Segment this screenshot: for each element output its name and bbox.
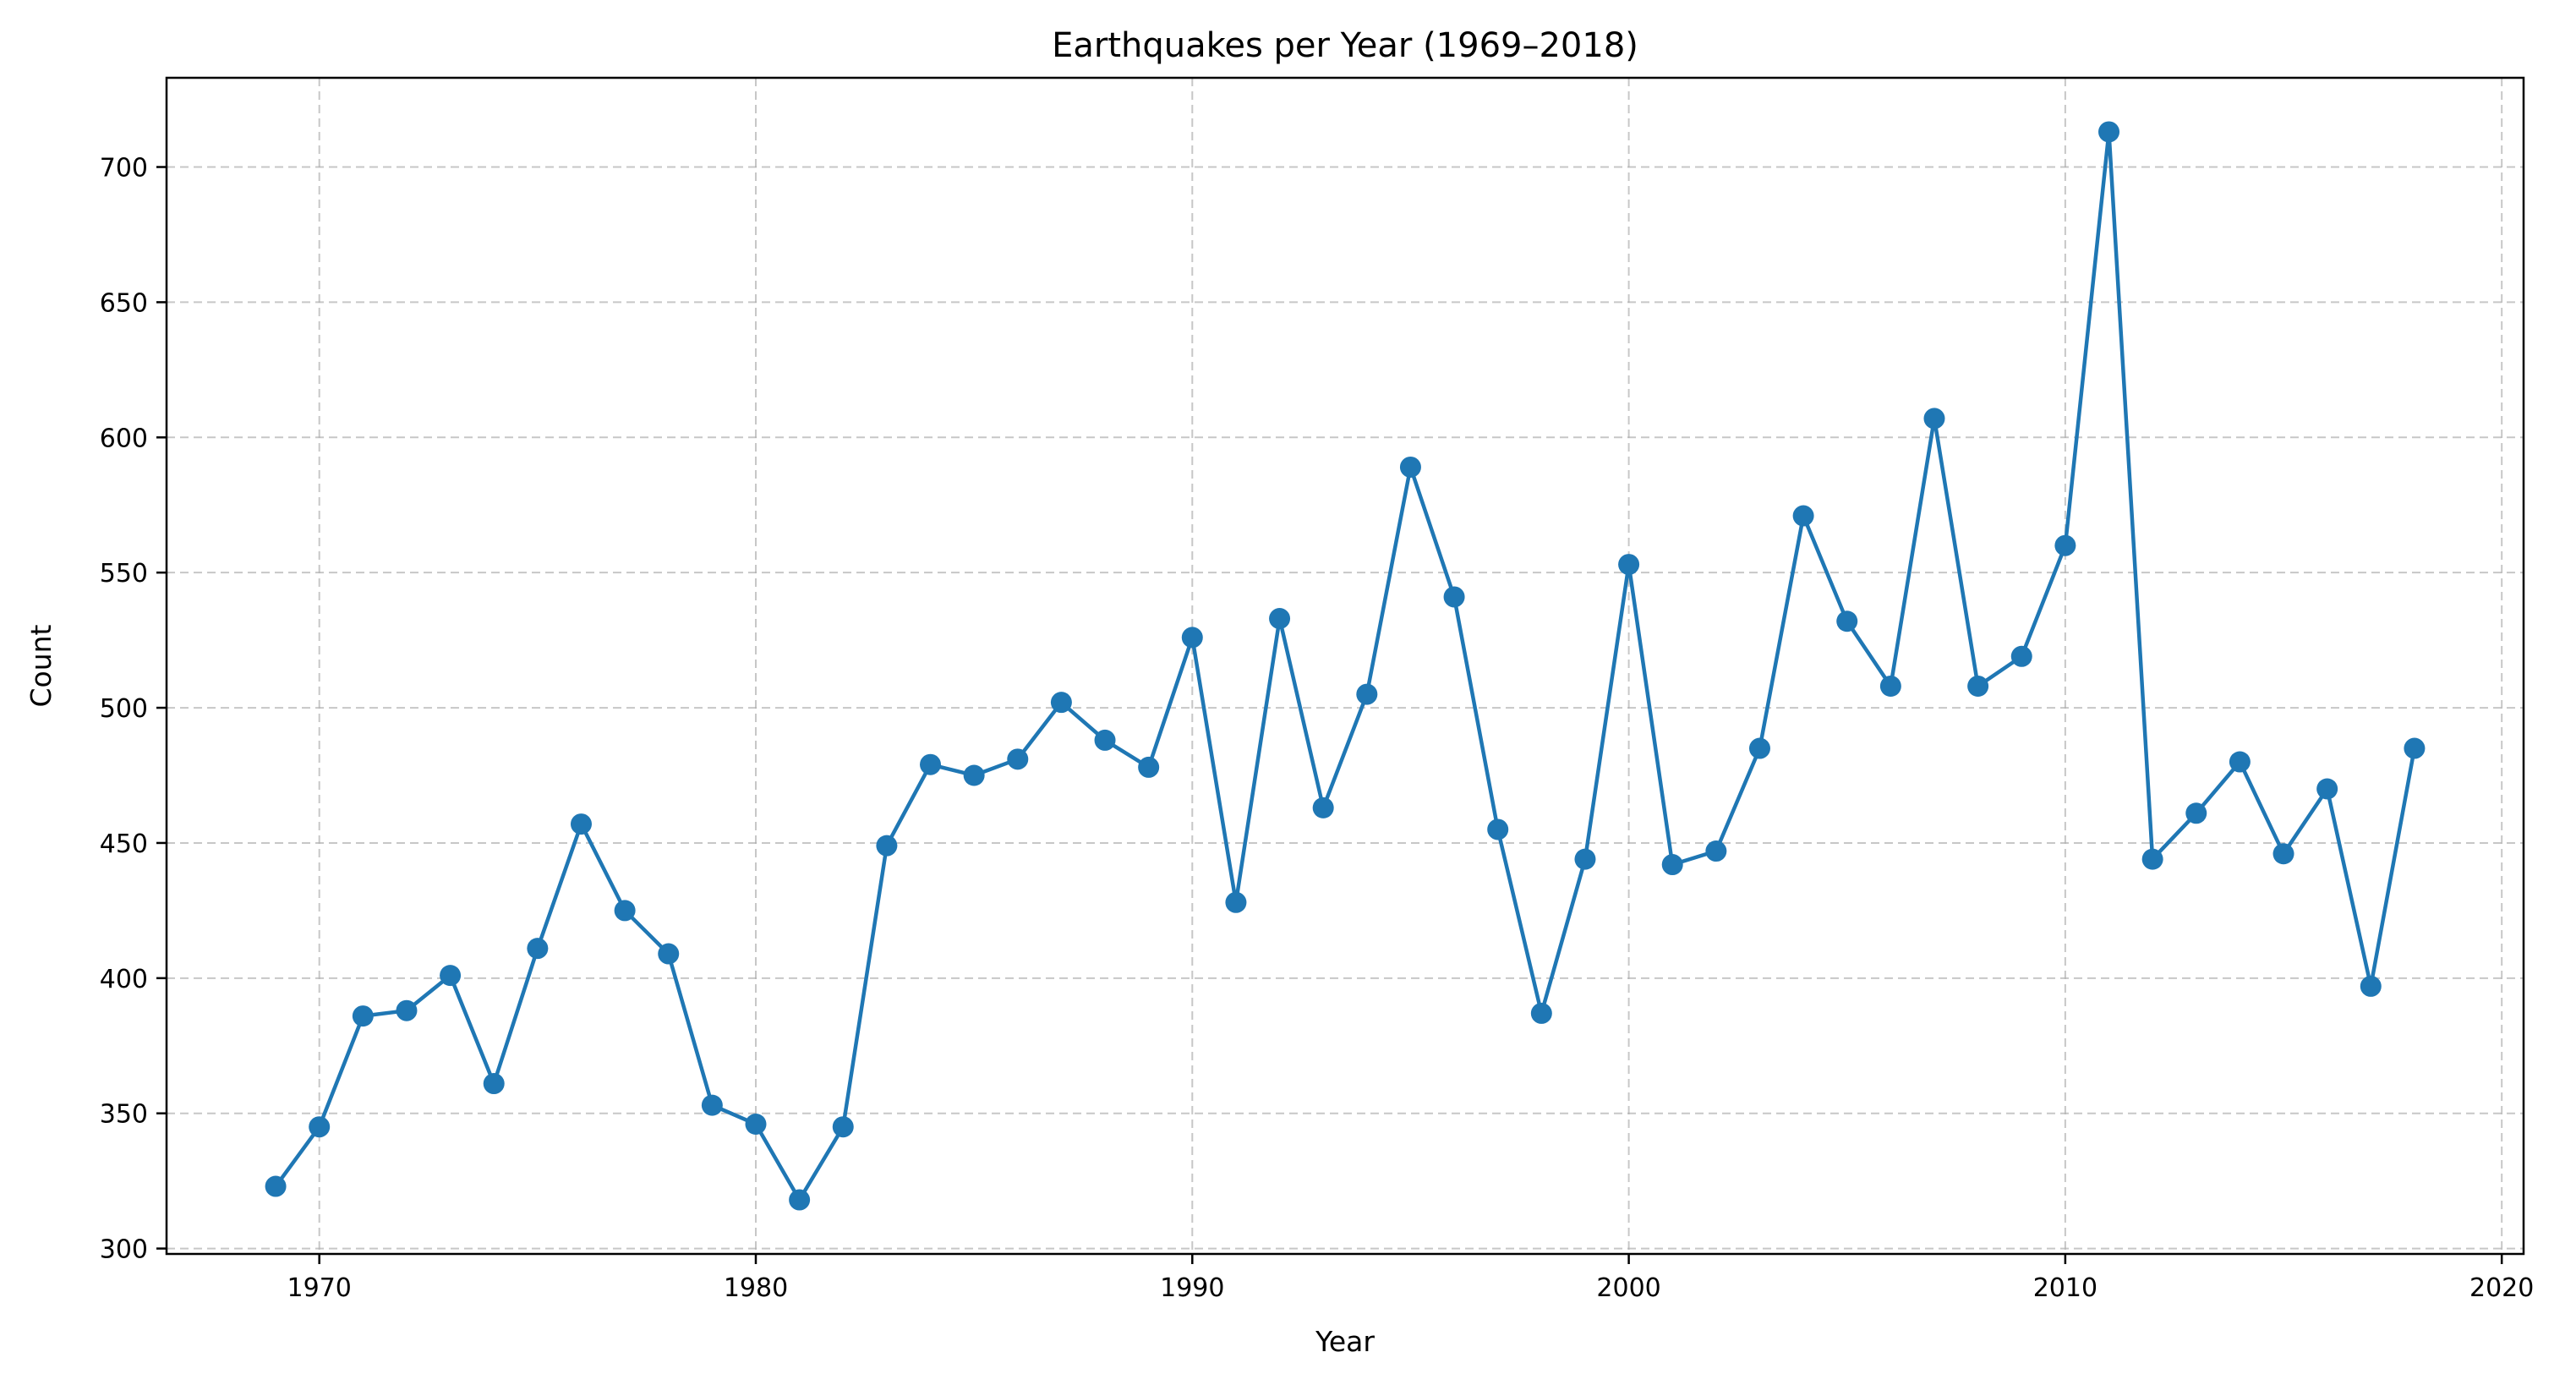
data-point — [832, 1116, 854, 1138]
data-point — [570, 813, 592, 835]
data-point — [1661, 854, 1683, 876]
data-point — [1748, 737, 1770, 759]
data-point — [2360, 975, 2382, 997]
data-point — [1574, 848, 1596, 870]
data-point — [2141, 848, 2163, 870]
data-point — [658, 943, 680, 965]
data-point — [876, 835, 898, 857]
y-tick-label: 500 — [100, 694, 148, 724]
data-point — [920, 753, 942, 775]
x-tick-label: 1970 — [287, 1273, 352, 1303]
data-point — [1269, 608, 1291, 630]
x-tick-label: 1990 — [1160, 1273, 1224, 1303]
data-point — [1050, 692, 1072, 714]
x-axis: 1970 1980 1990 2000 2010 2020 — [287, 1254, 2534, 1303]
data-point — [483, 1073, 505, 1095]
y-axis: 300 350 400 450 500 550 600 650 700 — [100, 154, 167, 1265]
data-point — [1618, 554, 1640, 576]
data-point — [309, 1116, 331, 1138]
data-point — [701, 1094, 723, 1116]
x-tick-label: 2010 — [2033, 1273, 2097, 1303]
y-tick-label: 300 — [100, 1235, 148, 1265]
data-point — [1792, 505, 1814, 527]
x-tick-label: 2020 — [2469, 1273, 2534, 1303]
data-point — [265, 1175, 287, 1197]
data-point — [1138, 756, 1160, 778]
chart-title: Earthquakes per Year (1969–2018) — [1052, 26, 1638, 65]
data-point — [1879, 675, 1901, 697]
data-point — [1356, 683, 1378, 705]
data-point — [963, 764, 985, 786]
data-point — [2272, 843, 2294, 865]
data-point — [745, 1114, 767, 1136]
y-tick-label: 350 — [100, 1100, 148, 1130]
data-point — [2054, 534, 2076, 556]
y-tick-label: 700 — [100, 154, 148, 183]
y-tick-label: 450 — [100, 829, 148, 859]
data-point — [2404, 737, 2426, 759]
y-tick-label: 550 — [100, 559, 148, 588]
data-point — [2185, 802, 2207, 824]
data-point — [352, 1005, 374, 1027]
data-point — [527, 938, 549, 960]
data-point — [1399, 456, 1421, 478]
x-tick-label: 2000 — [1596, 1273, 1660, 1303]
data-point — [1225, 891, 1247, 913]
y-tick-label: 600 — [100, 424, 148, 453]
data-point — [1312, 797, 1334, 818]
data-point — [1181, 627, 1203, 649]
data-point — [440, 965, 462, 987]
data-point — [2316, 778, 2338, 800]
data-point — [396, 999, 418, 1021]
data-point — [1705, 840, 1727, 862]
y-tick-label: 650 — [100, 288, 148, 318]
grid — [167, 78, 2524, 1254]
data-point — [1443, 586, 1465, 608]
series-layer — [265, 121, 2426, 1211]
data-point — [1967, 675, 1989, 697]
data-point — [1094, 729, 1116, 751]
data-point — [614, 900, 636, 922]
data-point — [2098, 121, 2120, 143]
data-point — [1923, 408, 1945, 430]
y-axis-label: Count — [25, 624, 57, 707]
x-tick-label: 1980 — [724, 1273, 788, 1303]
data-point — [1007, 748, 1029, 770]
data-point — [789, 1189, 811, 1211]
data-point — [2229, 751, 2251, 773]
data-point — [1487, 818, 1509, 840]
data-point — [1530, 1002, 1552, 1024]
data-point — [1836, 610, 1858, 632]
x-axis-label: Year — [1315, 1325, 1375, 1358]
y-tick-label: 400 — [100, 965, 148, 994]
plot-frame — [165, 76, 2525, 1256]
data-point — [2010, 645, 2032, 667]
